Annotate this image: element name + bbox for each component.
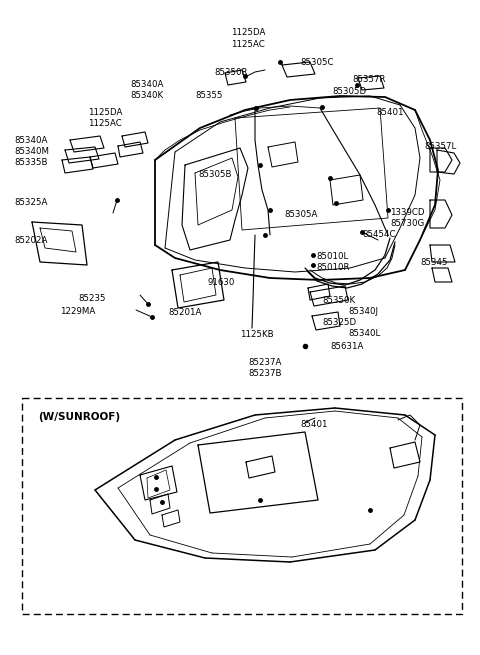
Text: 85401: 85401 <box>300 420 327 429</box>
Text: 91630: 91630 <box>207 278 234 287</box>
Text: 85454C: 85454C <box>362 230 396 239</box>
Text: 85357R: 85357R <box>352 75 385 84</box>
Text: 85202A: 85202A <box>14 236 48 245</box>
Bar <box>22 398 462 614</box>
Text: 85631A: 85631A <box>330 342 363 351</box>
Text: 85340J: 85340J <box>348 307 378 316</box>
Text: 1125AC: 1125AC <box>88 119 122 128</box>
Text: 85201A: 85201A <box>168 308 202 317</box>
Text: (W/SUNROOF): (W/SUNROOF) <box>38 412 120 422</box>
Text: 85340K: 85340K <box>130 91 163 100</box>
Text: 85340L: 85340L <box>348 329 380 338</box>
Text: 85340M: 85340M <box>14 147 49 156</box>
Text: 85335B: 85335B <box>14 158 48 167</box>
Text: 85350R: 85350R <box>215 68 248 77</box>
Text: 1125KB: 1125KB <box>240 330 274 339</box>
Text: 85305D: 85305D <box>332 87 366 96</box>
Text: 85357L: 85357L <box>424 142 456 151</box>
Text: 85730G: 85730G <box>390 219 424 228</box>
Text: 85305B: 85305B <box>198 170 231 179</box>
Text: 85305A: 85305A <box>284 210 317 219</box>
Text: 85350K: 85350K <box>322 296 355 305</box>
Text: 1339CD: 1339CD <box>390 208 424 217</box>
Text: 85325D: 85325D <box>322 318 356 327</box>
Text: 85010L: 85010L <box>316 252 348 261</box>
Text: 85340A: 85340A <box>130 80 163 89</box>
Text: 85237A: 85237A <box>248 358 281 367</box>
Text: 1125DA: 1125DA <box>88 108 122 117</box>
Text: 1229MA: 1229MA <box>60 307 95 316</box>
Text: 1125AC: 1125AC <box>231 40 265 49</box>
Text: 85325A: 85325A <box>14 198 48 207</box>
Text: 85401: 85401 <box>376 108 404 117</box>
Text: 85305C: 85305C <box>300 58 334 67</box>
Text: 85345: 85345 <box>420 258 447 267</box>
Text: 85235: 85235 <box>78 294 106 303</box>
Text: 85237B: 85237B <box>248 369 281 378</box>
Text: 1125DA: 1125DA <box>231 28 265 37</box>
Text: 85340A: 85340A <box>14 136 48 145</box>
Text: 85010R: 85010R <box>316 263 349 272</box>
Text: 85355: 85355 <box>195 91 223 100</box>
